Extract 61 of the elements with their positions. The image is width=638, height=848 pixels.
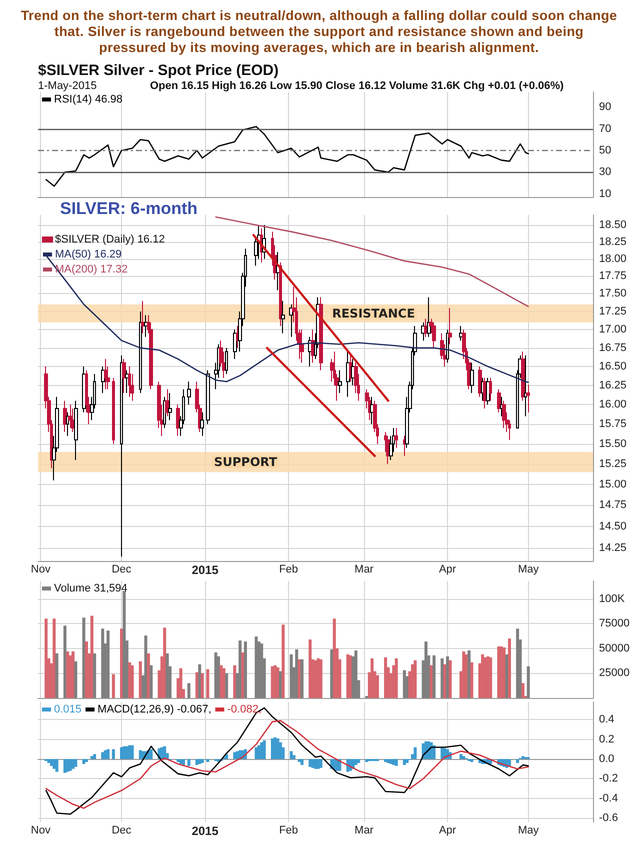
y-tick-label: 16.25 xyxy=(599,379,627,392)
x-tick-label: Feb xyxy=(279,564,298,576)
y-tick-label: 15.50 xyxy=(599,438,627,450)
annotation: SILVER: 6-month xyxy=(60,199,198,218)
y-tick-label: 75000 xyxy=(599,618,630,630)
x-tick-label: Nov xyxy=(30,824,51,836)
y-tick-label: -0.4 xyxy=(599,792,618,804)
band-label: SUPPORT xyxy=(214,455,278,470)
legend-label: RSI(14) 46.98 xyxy=(54,94,122,106)
text: Open 16.15 High 16.26 Low 15.90 Close 16.12 Volume 31.6K Chg +0.01 (+0.06%) xyxy=(150,80,564,92)
y-tick-label: 30 xyxy=(599,166,612,178)
y-tick-label: 16.00 xyxy=(599,398,627,411)
band-label: RESISTANCE xyxy=(332,306,415,320)
y-tick-label: 16.50 xyxy=(599,360,627,373)
y-tick-label: 50000 xyxy=(599,642,630,654)
x-tick-label: Mar xyxy=(354,564,374,576)
y-tick-label: 17.75 xyxy=(599,270,627,282)
x-tick-label: Apr xyxy=(438,564,456,576)
y-tick-label: 15.75 xyxy=(599,418,627,430)
y-tick-label: 70 xyxy=(599,122,612,135)
y-tick-label: 0.4 xyxy=(599,714,614,726)
y-tick-label: 100K xyxy=(599,592,626,605)
legend-label: 0.015 xyxy=(54,704,82,716)
y-tick-label: 15.25 xyxy=(599,458,627,470)
y-tick-label: 14.25 xyxy=(599,542,627,554)
chart-title: Trend on the short-term chart is neutral/down, although a falling dollar could soon change that. Silver is rangebound between the support and resistance shown and being pressured by its moving averages, which are in bearish alignment. xyxy=(20,8,618,56)
y-tick-label: -0.6 xyxy=(599,812,618,824)
series-label: MA(50) 16.29 xyxy=(55,248,122,260)
chart-subtitle: $SILVER Silver - Spot Price (EOD) xyxy=(38,62,279,79)
x-tick-label: May xyxy=(518,564,540,576)
x-tick-label: Mar xyxy=(354,824,374,836)
y-tick-label: 18.00 xyxy=(599,252,627,265)
x-tick-label: May xyxy=(518,824,540,836)
x-tick-label: Dec xyxy=(112,564,132,576)
y-tick-label: 0.0 xyxy=(599,753,614,766)
y-tick-label: -0.2 xyxy=(599,772,618,785)
y-tick-label: 15.00 xyxy=(599,478,627,490)
y-tick-label: 17.25 xyxy=(599,306,627,318)
y-tick-label: 17.50 xyxy=(599,288,627,300)
y-tick-label: 17.00 xyxy=(599,324,627,336)
y-tick-label: 16.75 xyxy=(599,342,627,354)
x-tick-label: Dec xyxy=(112,824,132,836)
text: 1-May-2015 xyxy=(38,80,97,92)
y-tick-label: 18.25 xyxy=(599,236,627,248)
y-tick-label: 90 xyxy=(599,101,612,114)
y-tick-label: 14.50 xyxy=(599,520,627,532)
y-tick-label: 25000 xyxy=(599,667,630,680)
legend-label: Volume 31,594 xyxy=(54,582,128,594)
x-tick-label: Feb xyxy=(279,824,298,836)
legend-label: MACD(12,26,9) -0.067, xyxy=(98,704,212,716)
y-tick-label: 14.75 xyxy=(599,499,627,512)
x-tick-label: Apr xyxy=(438,824,456,836)
x-tick-label: 2015 xyxy=(192,563,219,577)
x-tick-label: 2015 xyxy=(192,824,219,838)
legend-label: -0.082, xyxy=(227,704,262,716)
y-tick-label: 0.2 xyxy=(599,733,614,746)
y-tick-label: 50 xyxy=(599,144,612,156)
y-tick-label: 10 xyxy=(599,188,612,200)
x-tick-label: Nov xyxy=(30,564,51,576)
y-tick-label: 18.50 xyxy=(599,218,627,231)
legend-label: $SILVER (Daily) 16.12 xyxy=(55,234,165,246)
